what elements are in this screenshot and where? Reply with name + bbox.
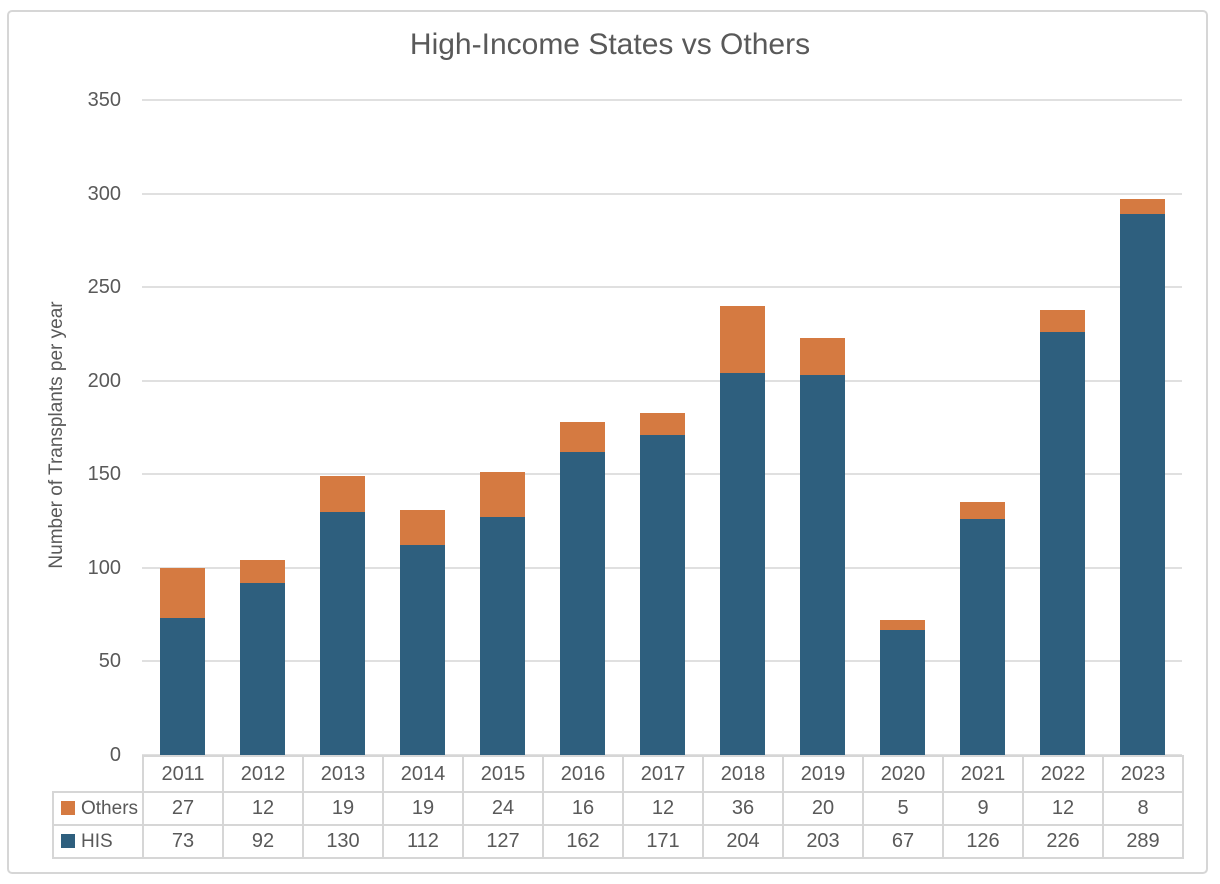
his-value-cell-2013: 130 (302, 824, 384, 859)
chart-title: High-Income States vs Others (409, 28, 811, 61)
others-value-cell-2014: 19 (382, 791, 464, 826)
bar-others-2021 (959, 502, 1005, 520)
table-row-others: Others 27 12 19 19 24 16 12 36 20 5 9 12 8 (52, 791, 1184, 826)
gridline-y-0 (142, 754, 1182, 756)
legend-swatch-others (61, 800, 75, 815)
year-cell-2013: 2013 (302, 755, 384, 793)
bar-others-2023 (1119, 199, 1165, 215)
gridline-y-300 (142, 192, 1182, 195)
year-cell-2012: 2012 (222, 755, 304, 793)
year-cell-2017: 2017 (622, 755, 704, 793)
bar-his-2016 (559, 451, 605, 755)
his-value-cell-2023: 289 (1102, 824, 1184, 859)
bar-others-2018 (719, 305, 765, 374)
his-value-cell-2019: 203 (782, 824, 864, 859)
legend-label-his: HIS (81, 830, 113, 852)
bar-his-2015 (479, 517, 525, 755)
bar-others-2019 (799, 337, 845, 376)
his-value-cell-2015: 127 (462, 824, 544, 859)
bar-others-2022 (1039, 309, 1085, 333)
bar-others-2015 (479, 472, 525, 518)
table-row-his: HIS 73 92 130 112 127 162 171 204 203 67 126 226 289 (52, 824, 1184, 859)
his-value-cell-2021: 126 (942, 824, 1024, 859)
table-corner-spacer (53, 756, 143, 792)
others-value-cell-2018: 36 (702, 791, 784, 826)
y-tick-label-150: 150 (87, 463, 121, 486)
year-cell-2015: 2015 (462, 755, 544, 793)
bar-others-2012 (239, 560, 285, 583)
y-tick-label-50: 50 (98, 650, 121, 673)
data-table: 2011 2012 2013 2014 2015 2016 2017 2018 2019 2020… (52, 755, 1184, 859)
legend-cell-his: HIS (52, 824, 144, 859)
his-value-cell-2011: 73 (142, 824, 224, 859)
bar-his-2017 (639, 435, 685, 755)
year-cell-2016: 2016 (542, 755, 624, 793)
gridline-y-200 (142, 379, 1182, 382)
year-cell-2022: 2022 (1022, 755, 1104, 793)
gridline-y-350 (142, 99, 1182, 101)
others-value-cell-2011: 27 (142, 791, 224, 826)
bar-others-2014 (399, 509, 445, 546)
others-value-cell-2022: 12 (1022, 791, 1104, 826)
year-cell-2018: 2018 (702, 755, 784, 793)
bar-others-2013 (319, 476, 365, 512)
others-value-cell-2019: 20 (782, 791, 864, 826)
his-value-cell-2018: 204 (702, 824, 784, 859)
bar-his-2014 (399, 545, 445, 755)
bar-others-2017 (639, 412, 685, 435)
year-cell-2021: 2021 (942, 755, 1024, 793)
bar-others-2011 (159, 567, 205, 619)
others-value-cell-2023: 8 (1102, 791, 1184, 826)
bar-his-2018 (719, 373, 765, 755)
others-value-cell-2020: 5 (862, 791, 944, 826)
bar-his-2013 (319, 511, 365, 755)
his-value-cell-2014: 112 (382, 824, 464, 859)
others-value-cell-2013: 19 (302, 791, 384, 826)
y-tick-label-350: 350 (87, 89, 121, 111)
others-value-cell-2016: 16 (542, 791, 624, 826)
y-axis-title: Number of Transplants per year (46, 301, 67, 569)
bar-his-2020 (879, 629, 925, 755)
bar-his-2023 (1119, 214, 1165, 755)
his-value-cell-2016: 162 (542, 824, 624, 859)
y-tick-label-250: 250 (87, 276, 121, 299)
y-tick-label-100: 100 (87, 556, 121, 579)
his-value-cell-2017: 171 (622, 824, 704, 859)
plot-area (142, 99, 1182, 756)
others-value-cell-2012: 12 (222, 791, 304, 826)
year-cell-2020: 2020 (862, 755, 944, 793)
bar-his-2022 (1039, 332, 1085, 755)
others-value-cell-2015: 24 (462, 791, 544, 826)
bar-others-2020 (879, 620, 925, 630)
y-tick-label-300: 300 (87, 182, 121, 205)
bar-his-2019 (799, 375, 845, 755)
gridline-y-250 (142, 286, 1182, 289)
bar-his-2012 (239, 582, 285, 755)
year-cell-2023: 2023 (1102, 755, 1184, 793)
legend-label-others: Others (81, 797, 139, 819)
legend-cell-others: Others (52, 791, 144, 826)
bar-others-2016 (559, 421, 605, 452)
table-year-row: 2011 2012 2013 2014 2015 2016 2017 2018 2019 2020… (53, 755, 1184, 793)
year-cell-2011: 2011 (142, 755, 224, 793)
y-tick-label-0: 0 (109, 744, 121, 766)
year-cell-2019: 2019 (782, 755, 864, 793)
others-value-cell-2017: 12 (622, 791, 704, 826)
bar-his-2021 (959, 519, 1005, 755)
his-value-cell-2020: 67 (862, 824, 944, 859)
y-tick-label-200: 200 (87, 369, 121, 392)
legend-swatch-his (61, 833, 75, 848)
bar-his-2011 (159, 618, 205, 755)
his-value-cell-2022: 226 (1022, 824, 1104, 859)
year-cell-2014: 2014 (382, 755, 464, 793)
his-value-cell-2012: 92 (222, 824, 304, 859)
others-value-cell-2021: 9 (942, 791, 1024, 826)
